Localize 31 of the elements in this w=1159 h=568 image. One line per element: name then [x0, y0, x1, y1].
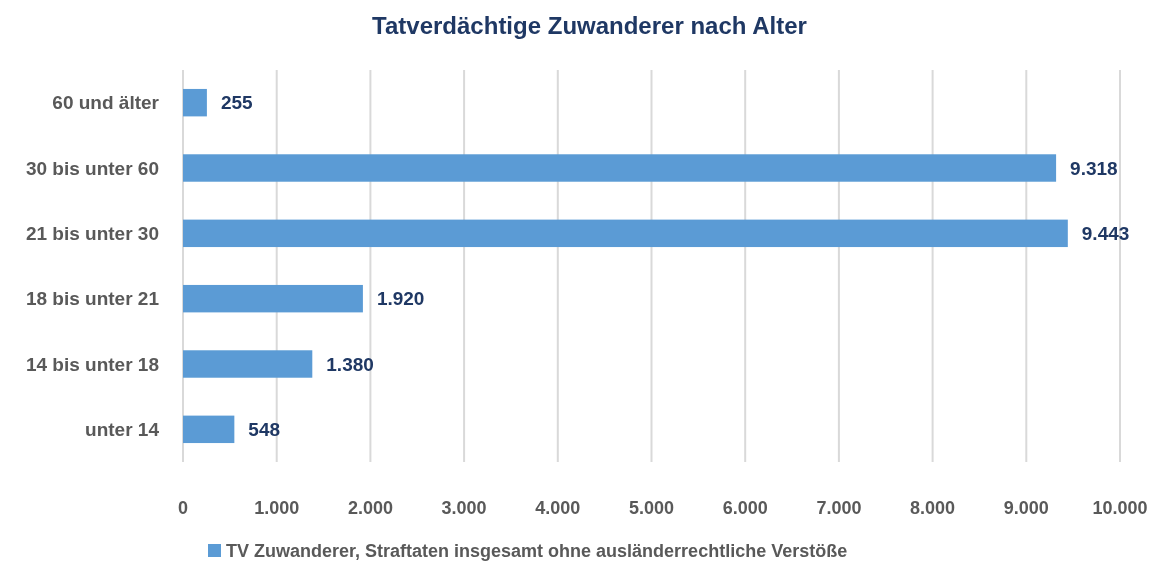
x-tick-label: 2.000	[347, 498, 393, 519]
bar	[183, 219, 1068, 248]
x-tick-label: 4.000	[535, 498, 581, 519]
bar	[183, 88, 207, 117]
x-tick-label: 7.000	[816, 498, 862, 519]
x-tick-label: 5.000	[628, 498, 675, 519]
bar	[183, 350, 313, 378]
legend-label: TV Zuwanderer, Straftaten insgesamt ohne ausländerrechtliche Verstöße	[226, 541, 848, 562]
y-tick-label: 18 bis unter 21	[25, 288, 160, 310]
data-label: 9.318	[1070, 157, 1118, 179]
y-tick-label: 21 bis unter 30	[25, 222, 159, 244]
data-label: 255	[220, 92, 254, 114]
y-tick-label: 14 bis unter 18	[25, 353, 159, 375]
data-label: 1.920	[376, 288, 425, 310]
bar	[183, 154, 1057, 182]
x-tick-label: 3.000	[441, 498, 487, 519]
x-tick-label: 1.000	[254, 498, 300, 519]
x-tick-label: 6.000	[722, 498, 768, 519]
y-tick-label: 30 bis unter 60	[25, 157, 159, 179]
data-label: 548	[248, 418, 281, 440]
data-label: 9.443	[1081, 222, 1130, 244]
x-tick-label: 10.000	[1092, 498, 1148, 519]
x-tick-label: 9.000	[1003, 498, 1049, 519]
y-tick-label: unter 14	[85, 418, 160, 440]
y-tick-label: 60 und älter	[52, 92, 160, 114]
x-tick-label: 0	[177, 498, 189, 519]
x-tick-label: 8.000	[910, 498, 956, 519]
bar	[183, 284, 363, 313]
chart-title: Tatverdächtige Zuwanderer nach Alter	[372, 12, 807, 39]
bar	[183, 415, 235, 444]
data-label: 1.380	[326, 353, 374, 375]
